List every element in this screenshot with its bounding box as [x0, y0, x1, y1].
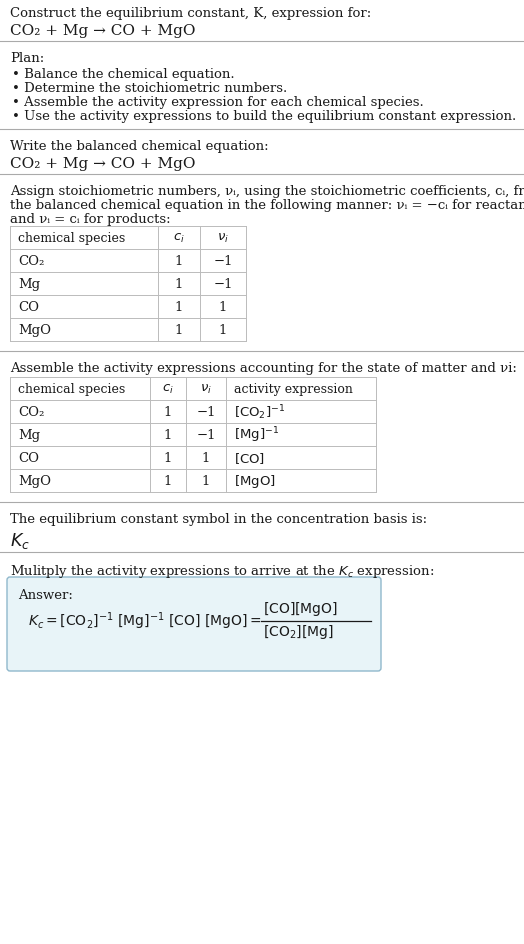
- Text: $[\mathrm{CO}][\mathrm{MgO}]$: $[\mathrm{CO}][\mathrm{MgO}]$: [263, 599, 338, 617]
- FancyBboxPatch shape: [7, 578, 381, 671]
- Text: $c_i$: $c_i$: [173, 231, 185, 244]
- Text: MgO: MgO: [18, 324, 51, 337]
- Text: Mg: Mg: [18, 429, 40, 442]
- Text: 1: 1: [164, 429, 172, 442]
- Text: CO: CO: [18, 301, 39, 313]
- Text: • Balance the chemical equation.: • Balance the chemical equation.: [12, 68, 235, 81]
- Text: MgO: MgO: [18, 475, 51, 487]
- Text: $\mathit{K}_c$: $\mathit{K}_c$: [10, 531, 30, 550]
- Text: −1: −1: [196, 429, 216, 442]
- Text: 1: 1: [202, 451, 210, 464]
- Text: $[\mathrm{MgO}]$: $[\mathrm{MgO}]$: [234, 473, 276, 490]
- Text: 1: 1: [175, 301, 183, 313]
- Text: Assemble the activity expressions accounting for the state of matter and νi:: Assemble the activity expressions accoun…: [10, 362, 517, 375]
- Text: $[\mathrm{CO}]$: $[\mathrm{CO}]$: [234, 450, 265, 465]
- Text: Construct the equilibrium constant, K, expression for:: Construct the equilibrium constant, K, e…: [10, 7, 371, 20]
- Text: 1: 1: [175, 278, 183, 291]
- Text: chemical species: chemical species: [18, 382, 125, 396]
- Text: CO₂: CO₂: [18, 255, 45, 268]
- Text: 1: 1: [164, 406, 172, 418]
- Text: activity expression: activity expression: [234, 382, 353, 396]
- Text: Mg: Mg: [18, 278, 40, 291]
- Text: $\mathit{K}_c = [\mathrm{CO_2}]^{-1}\ [\mathrm{Mg}]^{-1}\ [\mathrm{CO}]\ [\mathr: $\mathit{K}_c = [\mathrm{CO_2}]^{-1}\ [\…: [28, 610, 261, 632]
- Text: −1: −1: [213, 255, 233, 268]
- Text: chemical species: chemical species: [18, 232, 125, 244]
- Text: Answer:: Answer:: [18, 588, 73, 601]
- Text: CO₂: CO₂: [18, 406, 45, 418]
- Text: $[\mathrm{CO_2}]^{-1}$: $[\mathrm{CO_2}]^{-1}$: [234, 403, 285, 421]
- Text: Write the balanced chemical equation:: Write the balanced chemical equation:: [10, 140, 269, 153]
- Text: CO: CO: [18, 451, 39, 464]
- Text: $\nu_i$: $\nu_i$: [200, 382, 212, 396]
- Text: the balanced chemical equation in the following manner: νᵢ = −cᵢ for reactants: the balanced chemical equation in the fo…: [10, 199, 524, 211]
- Text: • Use the activity expressions to build the equilibrium constant expression.: • Use the activity expressions to build …: [12, 110, 516, 123]
- Text: CO₂ + Mg → CO + MgO: CO₂ + Mg → CO + MgO: [10, 157, 195, 171]
- Text: and νᵢ = cᵢ for products:: and νᵢ = cᵢ for products:: [10, 212, 171, 226]
- Text: $[\mathrm{Mg}]^{-1}$: $[\mathrm{Mg}]^{-1}$: [234, 425, 279, 445]
- Text: The equilibrium constant symbol in the concentration basis is:: The equilibrium constant symbol in the c…: [10, 513, 427, 526]
- Text: 1: 1: [219, 301, 227, 313]
- Text: 1: 1: [175, 255, 183, 268]
- Text: 1: 1: [164, 451, 172, 464]
- Text: Mulitply the activity expressions to arrive at the $\mathit{K}_c$ expression:: Mulitply the activity expressions to arr…: [10, 563, 434, 580]
- Text: 1: 1: [202, 475, 210, 487]
- Text: $c_i$: $c_i$: [162, 382, 174, 396]
- Text: CO₂ + Mg → CO + MgO: CO₂ + Mg → CO + MgO: [10, 24, 195, 38]
- Text: • Determine the stoichiometric numbers.: • Determine the stoichiometric numbers.: [12, 82, 287, 95]
- Text: 1: 1: [164, 475, 172, 487]
- Text: 1: 1: [219, 324, 227, 337]
- Text: 1: 1: [175, 324, 183, 337]
- Text: $[\mathrm{CO_2}][\mathrm{Mg}]$: $[\mathrm{CO_2}][\mathrm{Mg}]$: [263, 622, 334, 640]
- Text: Plan:: Plan:: [10, 52, 44, 65]
- Text: $\nu_i$: $\nu_i$: [217, 231, 229, 244]
- Text: −1: −1: [213, 278, 233, 291]
- Text: Assign stoichiometric numbers, νᵢ, using the stoichiometric coefficients, cᵢ, fr: Assign stoichiometric numbers, νᵢ, using…: [10, 185, 524, 198]
- Text: −1: −1: [196, 406, 216, 418]
- Text: • Assemble the activity expression for each chemical species.: • Assemble the activity expression for e…: [12, 96, 424, 109]
